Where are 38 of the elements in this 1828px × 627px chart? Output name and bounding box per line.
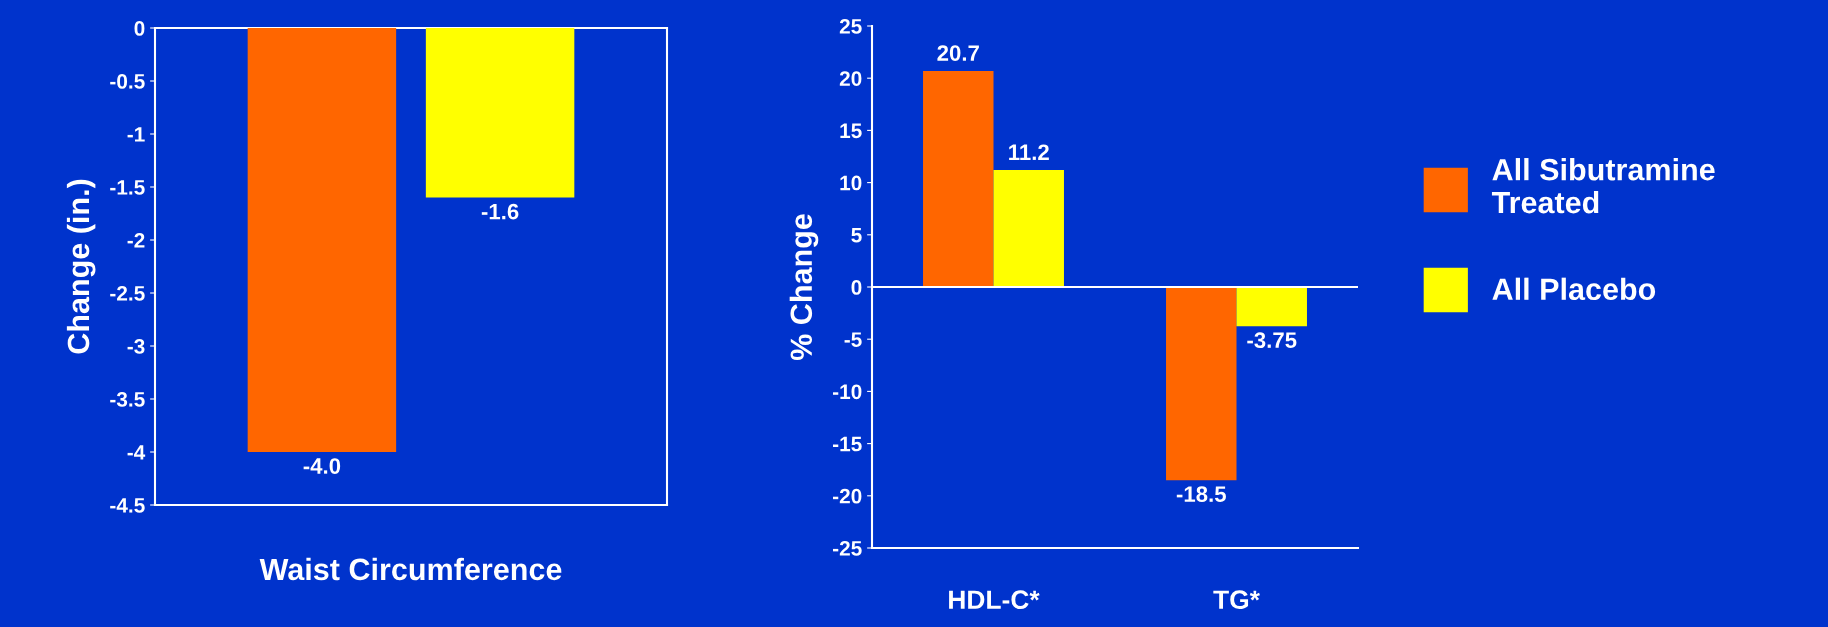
bar xyxy=(1236,287,1307,327)
y-tick-label: 0 xyxy=(851,280,862,295)
y-tick-label: -1.5 xyxy=(110,180,145,195)
y-tick-label: -2 xyxy=(127,233,145,248)
y-tick-label: -25 xyxy=(832,541,862,556)
x-tick-label: HDL-C* xyxy=(949,590,1040,610)
y-tick-label: 20 xyxy=(839,71,862,86)
y-tick-label: -15 xyxy=(832,436,862,452)
y-axis-title: % Change xyxy=(789,214,819,361)
bar xyxy=(923,70,994,287)
y-axis-title: Change (in.) xyxy=(66,179,96,354)
y-tick-label: -3.5 xyxy=(110,392,145,407)
x-tick-label: Waist Circumference xyxy=(259,557,562,581)
y-tick-label: -4 xyxy=(127,445,146,460)
y-tick-label: -10 xyxy=(832,384,862,400)
bar xyxy=(1166,287,1237,481)
y-tick-label: -20 xyxy=(832,488,862,504)
data-label: -3.75 xyxy=(1247,332,1297,349)
x-tick-label: TG* xyxy=(1213,590,1260,610)
legend-label: All Sibutramine Treated xyxy=(1491,158,1715,214)
y-tick-label: 25 xyxy=(839,19,862,34)
y-tick-label: -4.5 xyxy=(110,498,145,513)
y-tick-label: 15 xyxy=(840,123,862,139)
y-tick-label: 10 xyxy=(840,175,862,191)
data-label: 20.7 xyxy=(937,45,979,61)
legend-label: All Placebo xyxy=(1492,277,1656,301)
y-tick-label: -1 xyxy=(127,127,145,142)
y-tick-label: 0 xyxy=(134,21,145,36)
data-label: -4.0 xyxy=(303,458,341,474)
y-tick-label: -3 xyxy=(127,339,145,354)
data-label: 11.2 xyxy=(1009,144,1049,160)
bar xyxy=(993,170,1064,287)
y-tick-label: -5 xyxy=(844,332,862,347)
y-tick-label: 5 xyxy=(851,228,862,243)
data-label: -18.5 xyxy=(1176,486,1226,503)
data-label: -1.6 xyxy=(481,203,519,220)
y-tick-label: -2.5 xyxy=(110,286,145,301)
y-tick-label: -0.5 xyxy=(110,74,145,89)
